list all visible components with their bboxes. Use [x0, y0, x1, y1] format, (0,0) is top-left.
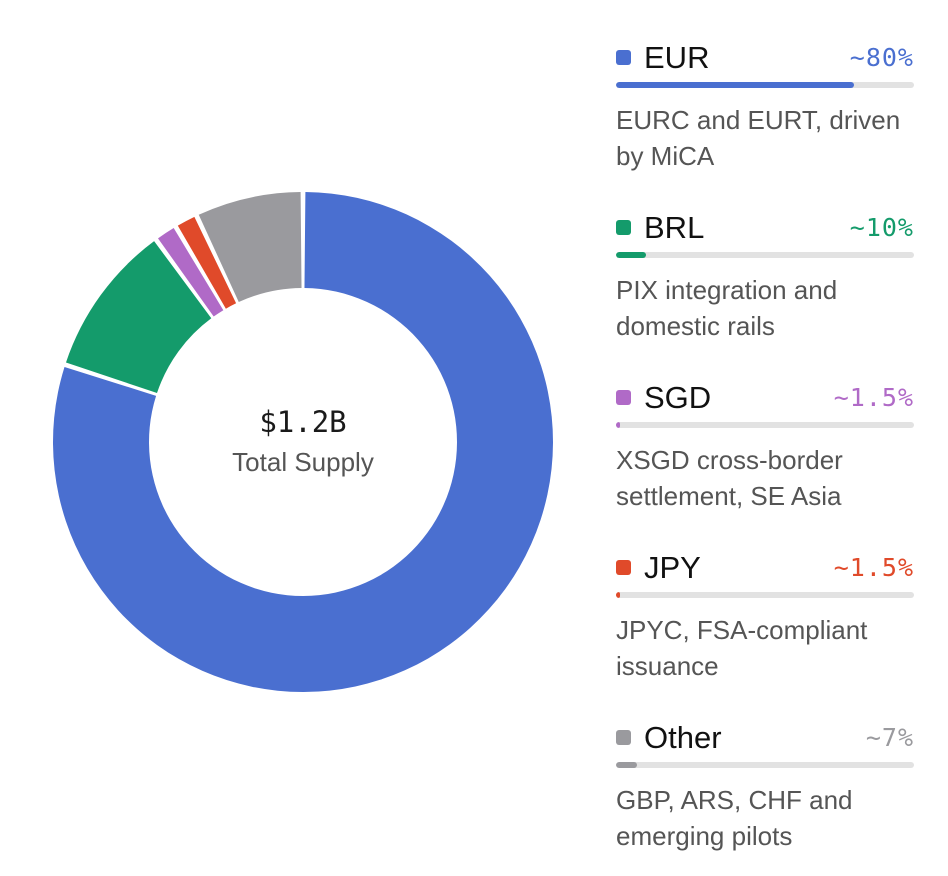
legend-description-jpy: JPYC, FSA-compliant issuance [616, 615, 868, 681]
legend-label-sgd: SGD [644, 380, 712, 415]
legend-item-eur[interactable]: EUR ~80% EURC and EURT, driven by MiCA [616, 38, 914, 174]
share-bar-eur [616, 82, 914, 88]
legend-percent-other: ~7% [865, 723, 914, 752]
donut-slice-jpy[interactable] [177, 216, 237, 309]
donut-slice-other[interactable] [198, 192, 302, 303]
share-bar-brl [616, 252, 914, 258]
legend-label-jpy: JPY [644, 550, 701, 585]
legend-swatch-other [616, 730, 631, 745]
legend-label-other: Other [644, 720, 722, 755]
legend-item-jpy[interactable]: JPY ~1.5% JPYC, FSA-compliant issuance [616, 548, 914, 684]
legend-swatch-sgd [616, 390, 631, 405]
legend-item-other[interactable]: Other ~7% GBP, ARS, CHF and emerging pil… [616, 718, 914, 854]
share-bar-fill-sgd [616, 422, 621, 428]
legend-swatch-jpy [616, 560, 631, 575]
legend-percent-eur: ~80% [849, 43, 914, 72]
legend-item-brl[interactable]: BRL ~10% PIX integration and domestic ra… [616, 208, 914, 344]
total-supply-value: $1.2B [259, 405, 347, 439]
donut-slice-sgd[interactable] [158, 228, 224, 317]
legend-description-brl: PIX integration and domestic rails [616, 275, 838, 341]
share-bar-fill-brl [616, 252, 646, 258]
legend-description-sgd: XSGD cross-border settlement, SE Asia [616, 445, 843, 511]
legend-description-other: GBP, ARS, CHF and emerging pilots [616, 785, 853, 851]
share-bar-other [616, 762, 914, 768]
legend-percent-jpy: ~1.5% [833, 553, 914, 582]
legend-swatch-brl [616, 220, 631, 235]
legend-description-eur: EURC and EURT, driven by MiCA [616, 105, 901, 171]
donut-slice-eur[interactable] [52, 192, 553, 693]
legend-swatch-eur [616, 50, 631, 65]
legend-percent-sgd: ~1.5% [833, 383, 914, 412]
share-bar-fill-other [616, 762, 637, 768]
share-bar-jpy [616, 592, 914, 598]
share-bar-fill-eur [616, 82, 855, 88]
share-bar-fill-jpy [616, 592, 621, 598]
donut-chart [52, 192, 553, 693]
legend-item-sgd[interactable]: SGD ~1.5% XSGD cross-border settlement, … [616, 378, 914, 514]
total-supply-label: Total Supply [232, 447, 374, 477]
legend-label-eur: EUR [644, 40, 710, 75]
legend-percent-brl: ~10% [849, 213, 914, 242]
donut-slice-brl[interactable] [65, 241, 212, 394]
legend-label-brl: BRL [644, 210, 705, 245]
share-bar-sgd [616, 422, 914, 428]
